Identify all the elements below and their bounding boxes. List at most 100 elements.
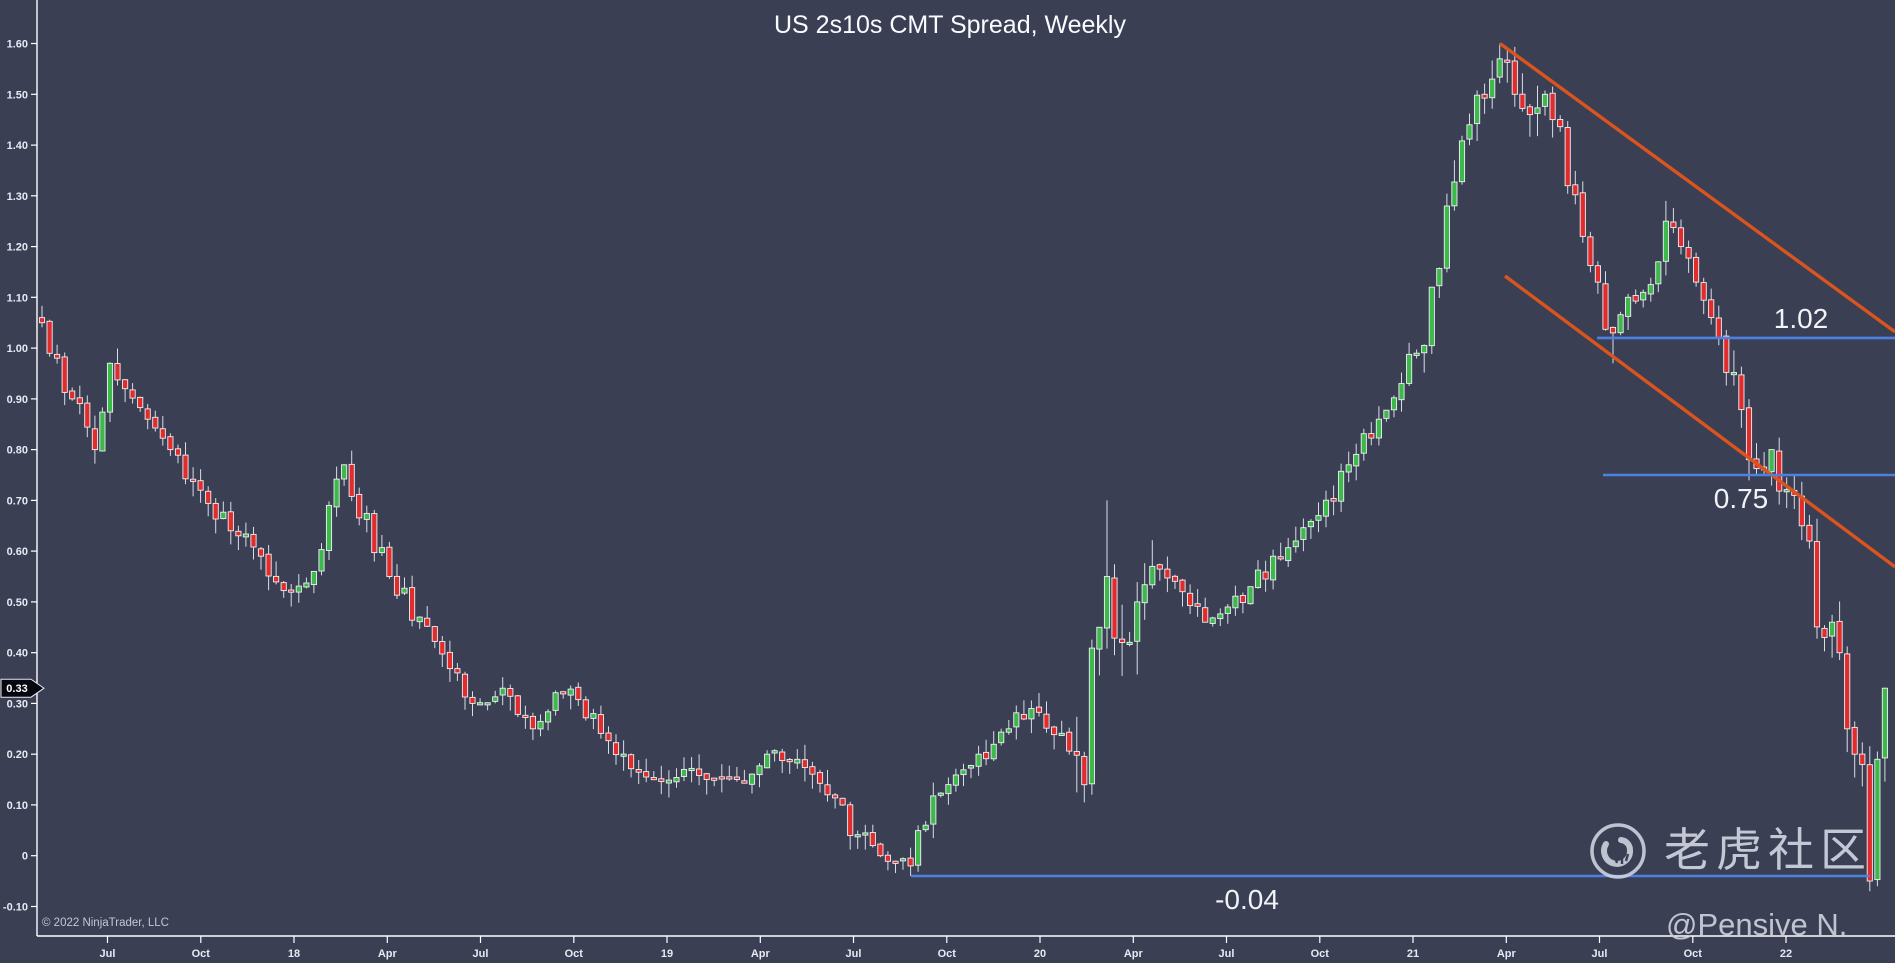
candle-down bbox=[446, 651, 453, 670]
candle-up bbox=[1285, 547, 1292, 562]
candle-down bbox=[469, 696, 476, 704]
candle-down bbox=[212, 502, 219, 520]
candle-down bbox=[273, 575, 280, 583]
watermark: 老虎社区 bbox=[1590, 823, 1866, 879]
candle-down bbox=[167, 436, 174, 451]
candle-down bbox=[1262, 571, 1269, 580]
y-tick-label: 0.60 bbox=[7, 546, 28, 558]
y-tick-label: 1.20 bbox=[7, 242, 28, 254]
x-tick-label: Oct bbox=[565, 948, 584, 960]
candle-up bbox=[1013, 712, 1020, 728]
candle-down bbox=[84, 402, 91, 428]
candle-up bbox=[952, 774, 959, 786]
candle-down bbox=[461, 673, 469, 698]
candle-up bbox=[673, 777, 680, 783]
price-level-label[interactable]: -0.04 bbox=[1215, 884, 1279, 915]
candle-down bbox=[718, 776, 725, 780]
candle-down bbox=[1866, 764, 1873, 882]
candle-up bbox=[106, 362, 114, 413]
x-tick-label: Jul bbox=[846, 948, 862, 960]
candle-down bbox=[1073, 751, 1080, 756]
candle-down bbox=[190, 478, 197, 482]
candle-down bbox=[628, 754, 635, 770]
candle-down bbox=[1481, 93, 1488, 99]
candle-down bbox=[847, 804, 854, 836]
candle-down bbox=[839, 797, 846, 806]
candle-up bbox=[1655, 261, 1662, 285]
y-tick-label: 1.00 bbox=[7, 343, 28, 355]
candle-down bbox=[696, 768, 703, 776]
candle-down bbox=[1745, 407, 1753, 461]
candle-down bbox=[197, 480, 204, 491]
candle-down bbox=[386, 546, 393, 577]
last-price-marker: 0.33 bbox=[0, 678, 45, 698]
x-tick-label: Oct bbox=[1311, 948, 1330, 960]
candle-up bbox=[1534, 107, 1541, 114]
candle-down bbox=[514, 695, 521, 715]
candle-down bbox=[114, 363, 121, 381]
x-tick-label: Jul bbox=[1592, 948, 1608, 960]
candle-up bbox=[378, 547, 385, 554]
price-level-label[interactable]: 0.75 bbox=[1714, 483, 1769, 514]
candle-up bbox=[401, 587, 408, 594]
candle-down bbox=[643, 771, 650, 778]
candle-up bbox=[1292, 540, 1299, 548]
candle-down bbox=[1020, 714, 1027, 720]
candle-down bbox=[650, 777, 657, 781]
last-price-value: 0.33 bbox=[6, 683, 27, 695]
candle-down bbox=[439, 641, 446, 655]
trendline-lower[interactable] bbox=[1503, 274, 1895, 569]
candle-up bbox=[771, 750, 778, 754]
candle-down bbox=[1066, 731, 1073, 752]
candle-up bbox=[1103, 576, 1111, 629]
price-level-label[interactable]: 1.02 bbox=[1774, 303, 1829, 334]
candle-down bbox=[69, 390, 76, 400]
candle-up bbox=[1134, 601, 1141, 642]
candle-down bbox=[1738, 374, 1745, 411]
candle-down bbox=[1723, 335, 1730, 373]
candle-up bbox=[220, 511, 227, 520]
candle-down bbox=[1700, 282, 1707, 301]
candle-down bbox=[1511, 60, 1518, 95]
candle-up bbox=[1247, 586, 1254, 605]
candle-up bbox=[1451, 181, 1458, 207]
y-tick-label: 0.70 bbox=[7, 495, 28, 507]
candle-down bbox=[409, 587, 416, 621]
candle-down bbox=[612, 742, 620, 756]
y-tick-label: 0 bbox=[22, 851, 28, 863]
y-tick-label: 0.10 bbox=[7, 800, 28, 812]
candle-up bbox=[1640, 291, 1647, 301]
candle-down bbox=[371, 513, 378, 554]
candle-down bbox=[76, 397, 83, 405]
candle-up bbox=[1829, 621, 1836, 637]
trendline-upper[interactable] bbox=[1498, 42, 1895, 334]
candle-down bbox=[529, 715, 536, 730]
candle-up bbox=[1383, 409, 1390, 419]
candle-up bbox=[1375, 418, 1382, 439]
candle-up bbox=[1783, 489, 1790, 493]
x-tick-label: Jul bbox=[1219, 948, 1235, 960]
candle-up bbox=[1874, 758, 1881, 881]
candle-up bbox=[1360, 433, 1367, 454]
candle-down bbox=[1776, 450, 1783, 492]
candle-down bbox=[1557, 119, 1564, 128]
y-tick-label: 1.40 bbox=[7, 140, 28, 152]
x-tick-label: Apr bbox=[751, 948, 771, 960]
candle-down bbox=[152, 416, 159, 429]
candle-down bbox=[1632, 295, 1639, 302]
y-tick-label: 1.10 bbox=[7, 292, 28, 304]
y-tick-label: 1.30 bbox=[7, 191, 28, 203]
candle-up bbox=[967, 765, 975, 769]
candle-down bbox=[1171, 575, 1179, 582]
candle-down bbox=[1164, 568, 1171, 579]
candle-up bbox=[363, 512, 370, 520]
candle-down bbox=[1708, 299, 1715, 319]
candle-up bbox=[1443, 205, 1450, 269]
x-tick-label: 19 bbox=[661, 948, 673, 960]
candle-down bbox=[424, 617, 431, 627]
candle-up bbox=[1141, 584, 1148, 604]
candle-down bbox=[1836, 620, 1843, 654]
candle-down bbox=[1156, 564, 1163, 570]
candle-down bbox=[1821, 627, 1828, 638]
